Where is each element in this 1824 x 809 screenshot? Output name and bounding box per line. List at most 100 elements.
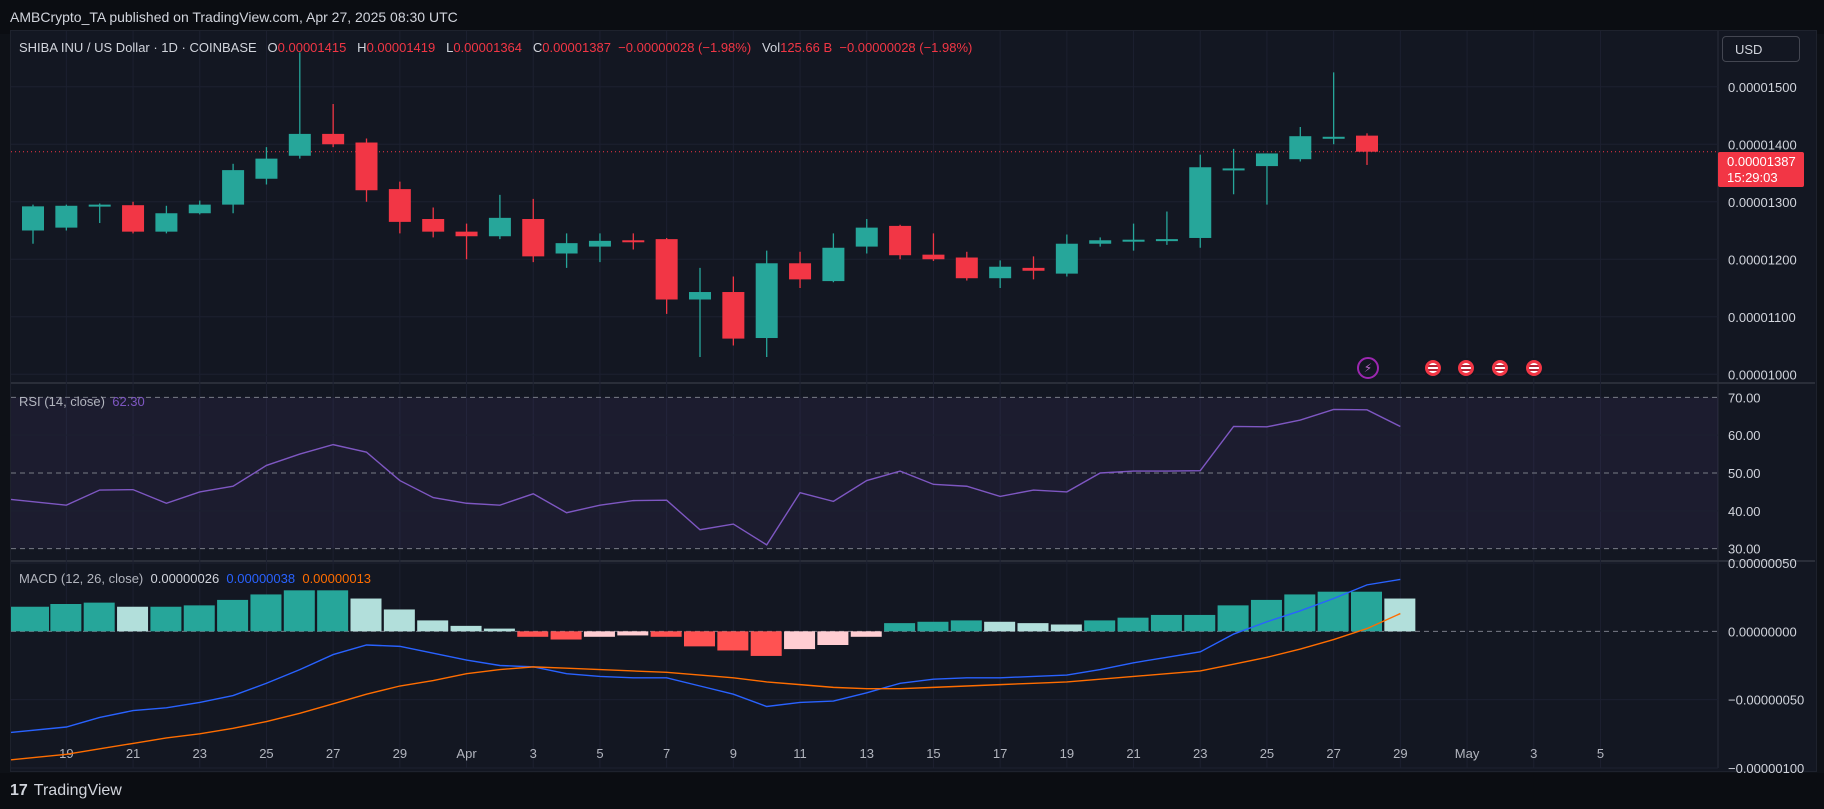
price-tick-label: 0.00001100 — [1728, 310, 1796, 325]
macd-histogram-bar — [383, 609, 415, 632]
currency-button[interactable]: USD — [1722, 36, 1800, 62]
candle-body — [188, 204, 211, 214]
candle-body — [755, 263, 778, 339]
rsi-legend: RSI (14, close) 62.30 — [19, 394, 145, 409]
macd-histogram-bar — [150, 606, 182, 632]
open-value: 0.00001415 — [277, 40, 347, 55]
macd-histogram-bar — [684, 631, 715, 647]
x-tick-label: 29 — [1393, 746, 1407, 761]
x-tick-label: 27 — [326, 746, 340, 761]
rsi-tick-label: 50.00 — [1728, 466, 1761, 481]
candle-body — [88, 204, 111, 207]
lightning-icon[interactable]: ⚡ — [1357, 357, 1379, 379]
price-tick-label: 0.00001200 — [1728, 252, 1797, 267]
macd-line — [10, 578, 1401, 734]
macd-histogram-bar — [817, 631, 849, 645]
us-flag-icon[interactable] — [1456, 358, 1476, 378]
macd-histogram-bar — [1150, 614, 1182, 632]
x-tick-label: 7 — [663, 746, 670, 761]
macd-histogram-bar — [317, 590, 349, 632]
candle-body — [822, 247, 845, 282]
macd-tick-label: 0.00000050 — [1728, 556, 1797, 571]
macd-histogram-bar — [917, 621, 949, 632]
rsi-title[interactable]: RSI (14, close) — [19, 394, 105, 409]
macd-histogram-bar — [550, 631, 582, 640]
macd-title[interactable]: MACD (12, 26, close) — [19, 571, 144, 586]
macd-histogram-bar — [417, 620, 449, 632]
candle-body — [588, 240, 611, 247]
rsi-tick-label: 40.00 — [1728, 504, 1761, 519]
x-tick-label: 19 — [1060, 746, 1074, 761]
macd-tick-label: 0.00000000 — [1728, 624, 1797, 639]
macd-legend: MACD (12, 26, close) 0.00000026 0.000000… — [19, 571, 371, 586]
x-tick-label: 5 — [1597, 746, 1604, 761]
candle-body — [1189, 167, 1212, 238]
candle-body — [1356, 135, 1378, 152]
candle-body — [989, 266, 1012, 279]
candle-body — [422, 219, 445, 232]
candle-body — [722, 292, 745, 339]
macd-histogram-bar — [1017, 623, 1049, 632]
rsi-line — [10, 408, 1401, 546]
low-value: 0.00001364 — [453, 40, 523, 55]
current-price-value: 0.00001387 — [1727, 154, 1796, 169]
price-tick-label: 0.00001000 — [1728, 367, 1797, 382]
candle-body — [522, 219, 545, 257]
candle-body — [1222, 168, 1245, 171]
candle-body — [1289, 136, 1312, 160]
macd-histogram-bar — [784, 631, 816, 650]
open-label: O — [267, 40, 278, 55]
tradingview-logo-icon: 17 — [10, 782, 28, 799]
close-value: 0.00001387 — [542, 40, 611, 55]
high-value: 0.00001419 — [366, 40, 436, 55]
symbol-title[interactable]: SHIBA INU / US Dollar · 1D · COINBASE — [19, 40, 257, 55]
x-tick-label: 21 — [1126, 746, 1140, 761]
us-flag-icon[interactable] — [1524, 358, 1544, 378]
candle-body — [1089, 240, 1112, 244]
macd-histogram-bar — [283, 590, 315, 632]
macd-histogram-bar — [1217, 605, 1249, 632]
x-tick-label: 23 — [193, 746, 207, 761]
macd-histogram-bar — [117, 606, 149, 632]
rsi-tick-label: 70.00 — [1728, 390, 1761, 405]
macd-histogram-bar — [250, 594, 282, 632]
price-legend: SHIBA INU / US Dollar · 1D · COINBASE O0… — [19, 40, 972, 55]
x-tick-label: 3 — [1530, 746, 1537, 761]
candle-body — [889, 225, 912, 256]
macd-histogram-bar — [1317, 591, 1349, 632]
macd-tick-label: −0.00000100 — [1728, 761, 1804, 773]
tradingview-logo[interactable]: 17 TradingView — [10, 782, 122, 800]
macd-histogram-bar — [1084, 620, 1116, 632]
volume-label: Vol — [762, 40, 781, 55]
candle-body — [155, 213, 178, 232]
macd-histogram-bar — [1351, 591, 1382, 632]
macd-histogram-bar — [984, 621, 1016, 632]
chart-frame[interactable] — [10, 30, 1817, 772]
x-tick-label: 9 — [730, 746, 737, 761]
candle-body — [922, 254, 945, 260]
us-flag-icon[interactable] — [1423, 358, 1443, 378]
macd-histogram-value: 0.00000026 — [150, 571, 220, 586]
macd-histogram-bar — [11, 606, 49, 632]
candle-body — [689, 292, 711, 300]
volume-change: −0.00000028 (−1.98%) — [839, 40, 973, 55]
candle-body — [255, 158, 278, 179]
x-tick-label: 27 — [1326, 746, 1340, 761]
macd-histogram-bar — [483, 628, 515, 632]
candle-body — [555, 243, 578, 254]
macd-histogram-bar — [717, 631, 749, 651]
chart-canvas[interactable]: 19 21 23 25 27 29 Apr 3 5 7 9 11 13 15 17 19 21 23 25 27 29 M… — [0, 0, 1824, 773]
x-tick-label: 29 — [393, 746, 407, 761]
x-tick-label: 13 — [860, 746, 874, 761]
macd-histogram-bar — [1384, 598, 1416, 632]
macd-histogram-bar — [1284, 594, 1316, 632]
volume-value: 125.66 B — [780, 40, 833, 55]
price-tick-label: 0.00001400 — [1728, 137, 1797, 152]
rsi-value: 62.30 — [112, 394, 145, 409]
us-flag-icon[interactable] — [1490, 358, 1510, 378]
candle-body — [22, 206, 44, 231]
candle-body — [55, 205, 78, 228]
macd-histogram-bar — [1117, 617, 1149, 632]
candle-body — [1055, 243, 1078, 274]
macd-signal-line — [10, 612, 1401, 761]
